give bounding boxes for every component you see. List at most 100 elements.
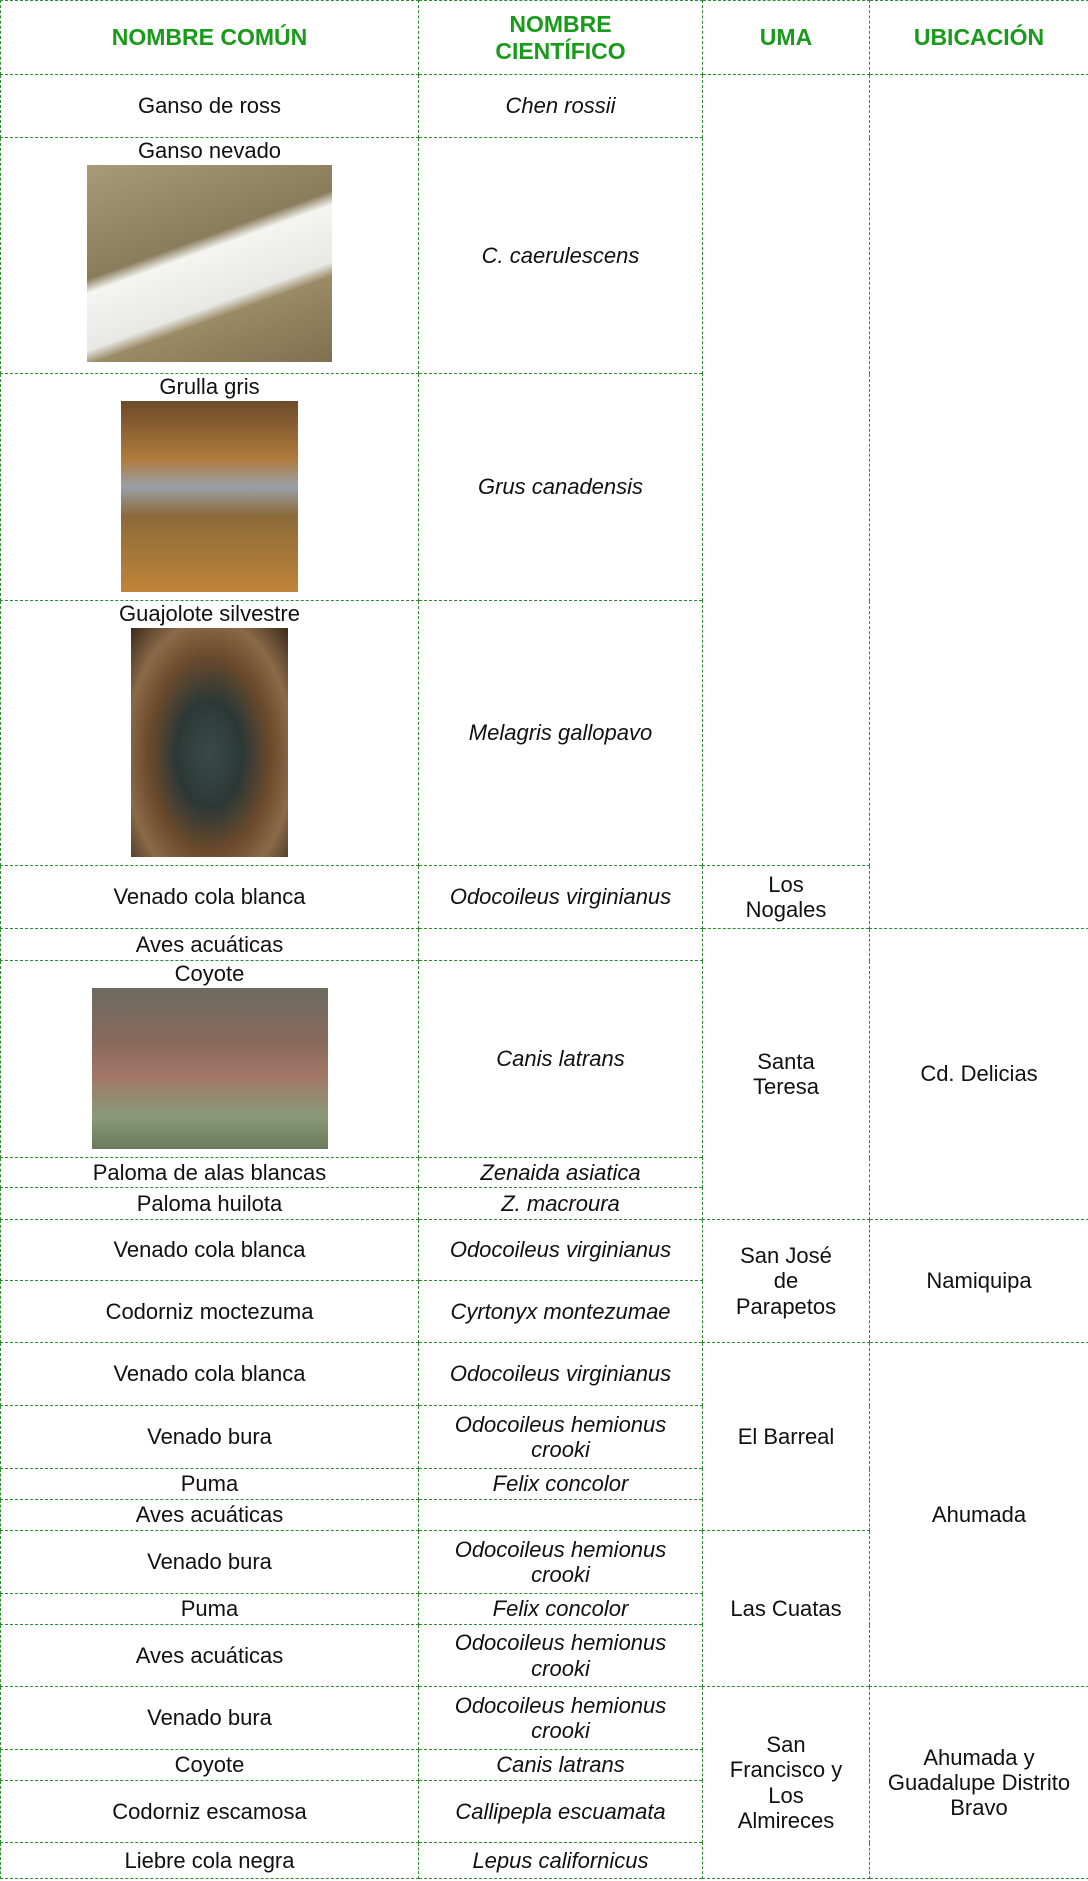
common-name: Codorniz escamosa xyxy=(112,1798,307,1824)
common-name: Ganso nevado xyxy=(137,138,282,164)
common-name-cell: Guajolote silvestre xyxy=(0,600,419,866)
location-cell: Ahumada xyxy=(869,1342,1088,1687)
species-photo xyxy=(121,401,298,593)
common-name: Aves acuáticas xyxy=(135,1642,284,1668)
common-name-cell: Liebre cola negra xyxy=(0,1842,419,1879)
uma-cell: Las Cuatas xyxy=(702,1530,870,1687)
location-cell: Cd. Delicias xyxy=(869,928,1088,1220)
scientific-name-cell: Grus canadensis xyxy=(418,373,703,601)
scientific-name-cell: Odocoileus hemionus crooki xyxy=(418,1686,703,1750)
common-name-cell: Codorniz moctezuma xyxy=(0,1280,419,1343)
species-row: Venado cola blanca Odocoileus virginianus… xyxy=(0,1219,1088,1343)
scientific-name: Canis latrans xyxy=(496,1046,625,1072)
common-name: Grulla gris xyxy=(159,374,260,400)
scientific-name-cell: Odocoileus hemionus crooki xyxy=(418,1530,703,1594)
scientific-name: Odocoileus virginianus xyxy=(449,1361,672,1387)
species-row: Grulla gris Grus canadensis xyxy=(0,373,1088,601)
uma-cell xyxy=(702,74,870,866)
scientific-name-cell xyxy=(418,928,703,961)
species-row: Venado cola blanca Odocoileus virginianus… xyxy=(0,1342,1088,1687)
scientific-name-cell: Melagris gallopavo xyxy=(418,600,703,866)
header-cell: NOMBRE COMÚN xyxy=(0,0,419,75)
scientific-name: Odocoileus virginianus xyxy=(449,1237,672,1263)
table-body: Ganso de ross Chen rossii Ganso nevado C. c… xyxy=(0,74,1088,1879)
common-name: Coyote xyxy=(174,961,245,987)
species-row: Ganso de ross Chen rossii xyxy=(0,74,1088,929)
common-name-cell: Codorniz escamosa xyxy=(0,1780,419,1843)
species-photo xyxy=(87,165,332,363)
common-name-cell: Ganso nevado xyxy=(0,137,419,374)
scientific-name-cell: Felix concolor xyxy=(418,1593,703,1625)
scientific-name-cell: Chen rossii xyxy=(418,74,703,138)
scientific-name-cell: Odocoileus virginianus xyxy=(418,1219,703,1281)
header-row: NOMBRE COMÚN NOMBRE CIENTÍFICO UMA UBICA… xyxy=(0,0,1088,75)
common-name-cell: Venado cola blanca xyxy=(0,1219,419,1281)
species-row: Guajolote silvestre Melagris gallopavo xyxy=(0,600,1088,866)
scientific-name: Lepus californicus xyxy=(472,1847,649,1873)
species-row: Venado cola blanca Odocoileus virginianus… xyxy=(0,865,1088,929)
common-name: Puma xyxy=(180,1471,239,1497)
common-name-cell: Ganso de ross xyxy=(0,74,419,138)
common-name-cell: Venado cola blanca xyxy=(0,865,419,929)
species-row: Codorniz moctezuma Cyrtonyx montezumae xyxy=(0,1280,1088,1343)
scientific-name-cell: Cyrtonyx montezumae xyxy=(418,1280,703,1343)
scientific-name-cell: Zenaida asiatica xyxy=(418,1157,703,1188)
common-name: Venado cola blanca xyxy=(113,1237,306,1263)
common-name-cell: Aves acuáticas xyxy=(0,928,419,961)
scientific-name-cell: Odocoileus virginianus xyxy=(418,1342,703,1406)
common-name: Paloma huilota xyxy=(136,1190,283,1216)
scientific-name: Melagris gallopavo xyxy=(468,720,653,746)
common-name: Guajolote silvestre xyxy=(119,601,300,627)
uma-cell: San José de Parapetos xyxy=(702,1219,870,1343)
location-cell: Ahumada y Guadalupe Distrito Bravo xyxy=(869,1686,1088,1879)
common-name-cell: Puma xyxy=(0,1468,419,1500)
common-name: Venado bura xyxy=(147,1424,272,1450)
species-photo xyxy=(91,988,328,1150)
location-name: Cd. Delicias xyxy=(920,1061,1038,1087)
location-cell: Namiquipa xyxy=(869,1219,1088,1343)
common-name-cell: Puma xyxy=(0,1593,419,1625)
scientific-name-cell: Canis latrans xyxy=(418,1749,703,1781)
scientific-name: Odocoileus hemionus crooki xyxy=(454,1692,667,1743)
uma-name: Los Nogales xyxy=(745,871,827,922)
table-header: NOMBRE COMÚN NOMBRE CIENTÍFICO UMA UBICA… xyxy=(0,0,1088,75)
header-cell: NOMBRE CIENTÍFICO xyxy=(418,0,703,75)
scientific-name-cell: Odocoileus virginianus xyxy=(418,865,703,929)
uma-cell: Santa Teresa xyxy=(702,928,870,1220)
scientific-name-cell: Felix concolor xyxy=(418,1468,703,1500)
location-cell xyxy=(869,74,1088,929)
location-name: Ahumada y Guadalupe Distrito Bravo xyxy=(887,1744,1071,1821)
uma-cell: San Francisco y Los Almireces xyxy=(702,1686,870,1879)
species-row: Coyote Canis latrans xyxy=(0,1749,1088,1781)
common-name: Venado bura xyxy=(147,1549,272,1575)
scientific-name-cell: Canis latrans xyxy=(418,960,703,1158)
uma-cell: El Barreal xyxy=(702,1342,870,1531)
species-row: Puma Felix concolor xyxy=(0,1468,1088,1500)
common-name-cell: Venado cola blanca xyxy=(0,1342,419,1406)
scientific-name: Grus canadensis xyxy=(477,474,644,500)
common-name: Coyote xyxy=(174,1752,245,1778)
species-row: Venado bura Odocoileus hemionus crooki Las… xyxy=(0,1530,1088,1687)
common-name: Venado cola blanca xyxy=(113,1361,306,1387)
species-row: Aves acuáticas xyxy=(0,1499,1088,1531)
common-name-cell: Aves acuáticas xyxy=(0,1499,419,1531)
common-name: Paloma de alas blancas xyxy=(92,1159,327,1185)
common-name-cell: Paloma de alas blancas xyxy=(0,1157,419,1188)
common-name: Venado cola blanca xyxy=(113,884,306,910)
common-name: Ganso de ross xyxy=(137,93,282,119)
common-name: Liebre cola negra xyxy=(124,1847,295,1873)
common-name: Venado bura xyxy=(147,1705,272,1731)
common-name-cell: Coyote xyxy=(0,1749,419,1781)
scientific-name-cell: Odocoileus hemionus crooki xyxy=(418,1624,703,1687)
common-name-cell: Paloma huilota xyxy=(0,1187,419,1220)
common-name: Aves acuáticas xyxy=(135,931,284,957)
scientific-name: Cyrtonyx montezumae xyxy=(450,1298,671,1324)
common-name: Aves acuáticas xyxy=(135,1502,284,1528)
scientific-name-cell: C. caerulescens xyxy=(418,137,703,374)
species-row: Paloma huilota Z. macroura xyxy=(0,1187,1088,1220)
scientific-name-cell: Lepus californicus xyxy=(418,1842,703,1879)
scientific-name: Felix concolor xyxy=(492,1596,629,1622)
header-cell: UMA xyxy=(702,0,870,75)
species-row: Codorniz escamosa Callipepla escuamata xyxy=(0,1780,1088,1843)
